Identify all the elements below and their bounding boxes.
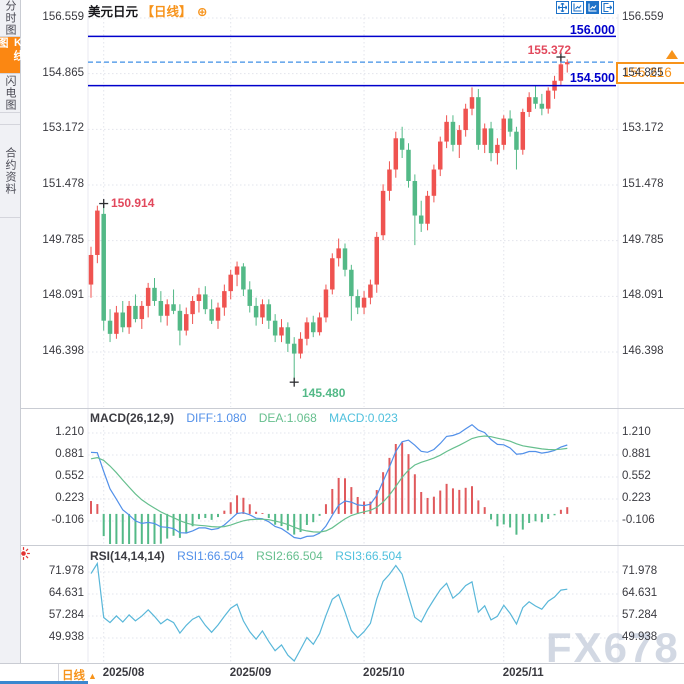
exit-chart-icon[interactable] <box>601 1 614 14</box>
chart-title: 美元日元 【日线】 ⊕ <box>88 1 207 20</box>
x-axis-date-label: 2025/08 <box>102 667 145 679</box>
macd-axis-label-left: 0.552 <box>55 470 84 482</box>
sidebar-tab-lightning[interactable]: 闪电图 <box>0 74 20 113</box>
sidebar-tab-timeshare[interactable]: 分时图 <box>0 0 20 37</box>
x-axis-date-label: 2025/11 <box>502 667 544 679</box>
rsi1-value: RSI1:66.504 <box>177 549 244 563</box>
macd-axis-label-left: 1.210 <box>55 426 84 438</box>
footer-divider <box>58 664 59 684</box>
price-axis-label-right: 151.478 <box>622 178 664 191</box>
rsi-axis-label-left: 49.938 <box>48 630 84 643</box>
move-crosshair-icon[interactable] <box>556 1 569 14</box>
macd-diff-value: DIFF:1.080 <box>186 411 247 425</box>
price-axis-label-right: 146.398 <box>622 344 664 357</box>
price-axis-label-left: 151.478 <box>42 178 84 191</box>
support-level-label: 154.500 <box>569 71 615 85</box>
high-price-label: 155.372 <box>527 43 571 57</box>
swing-high-price-label: 150.914 <box>111 196 155 210</box>
rsi-axis-label-left: 71.978 <box>48 565 84 577</box>
macd-axis-label-right: 0.552 <box>622 470 651 482</box>
macd-axis-label-right: 0.223 <box>622 492 651 504</box>
macd-dea-value: DEA:1.068 <box>258 411 317 425</box>
time-axis-bar: 日线 ▲ <box>0 663 684 684</box>
add-indicator-icon[interactable]: ⊕ <box>197 5 208 19</box>
price-up-arrow-icon <box>666 50 678 59</box>
chart-toolbar <box>556 1 614 14</box>
low-price-label: 145.480 <box>302 386 346 400</box>
price-axis-label-left: 154.865 <box>42 66 84 79</box>
macd-header: MACD(26,12,9) DIFF:1.080 DEA:1.068 MACD:… <box>90 411 407 425</box>
period-selector[interactable]: 日线 ▲ <box>62 667 97 683</box>
rsi-axis-label-right: 71.978 <box>622 565 658 577</box>
rsi-title: RSI(14,14,14) <box>90 549 165 563</box>
chart-window-active-icon[interactable] <box>586 1 599 14</box>
resistance-level-label: 156.000 <box>569 23 615 37</box>
rsi-axis-label-left: 57.284 <box>48 608 84 621</box>
price-axis-label-left: 148.091 <box>42 289 84 302</box>
price-axis-label-left: 146.398 <box>42 344 84 357</box>
price-axis-label-right: 156.559 <box>622 11 664 23</box>
price-axis-label-left: 149.785 <box>42 233 84 246</box>
price-axis-label-left: 156.559 <box>42 11 84 23</box>
macd-axis-label-right: 1.210 <box>622 426 651 438</box>
period-tag: 【日线】 <box>141 5 192 19</box>
macd-hist-value: MACD:0.023 <box>329 411 398 425</box>
price-axis-label-right: 148.091 <box>622 289 664 302</box>
current-price-tag: 155.216 <box>616 62 684 84</box>
rsi3-value: RSI3:66.504 <box>335 549 402 563</box>
rsi-axis-label-right: 64.631 <box>622 586 658 599</box>
macd-axis-label-left: 0.223 <box>55 492 84 504</box>
sidebar-tab-contract-info[interactable]: 合约资料 <box>0 124 20 218</box>
macd-axis-label-right: -0.106 <box>622 514 655 526</box>
x-axis-date-label: 2025/09 <box>229 667 272 679</box>
sidebar-tab-kline[interactable]: K线图 <box>0 37 24 74</box>
rsi-header: RSI(14,14,14) RSI1:66.504 RSI2:66.504 RS… <box>90 549 411 563</box>
rsi-axis-label-right: 57.284 <box>622 608 658 621</box>
macd-axis-label-left: -0.106 <box>51 514 84 526</box>
price-axis-label-left: 153.172 <box>42 122 84 135</box>
symbol-name: 美元日元 <box>88 5 139 19</box>
sidebar: 分时图 K线图 闪电图 合约资料 <box>0 0 24 663</box>
price-axis-label-right: 149.785 <box>622 233 664 246</box>
period-selector-arrow-icon: ▲ <box>88 671 97 681</box>
period-selector-label: 日线 <box>62 670 85 682</box>
macd-axis-label-left: 0.881 <box>55 448 84 460</box>
price-axis-label-right: 153.172 <box>622 122 664 135</box>
price-axis-label-right: 154.865 <box>622 66 664 79</box>
rsi2-value: RSI2:66.504 <box>256 549 323 563</box>
macd-axis-label-right: 0.881 <box>622 448 651 460</box>
x-axis-date-label: 2025/10 <box>363 667 405 679</box>
rsi-axis-label-right: 49.938 <box>622 630 658 643</box>
chart-window-icon[interactable] <box>571 1 584 14</box>
scrollbar-thumb[interactable] <box>0 681 88 684</box>
rsi-axis-label-left: 64.631 <box>48 586 84 599</box>
macd-title: MACD(26,12,9) <box>90 411 175 425</box>
